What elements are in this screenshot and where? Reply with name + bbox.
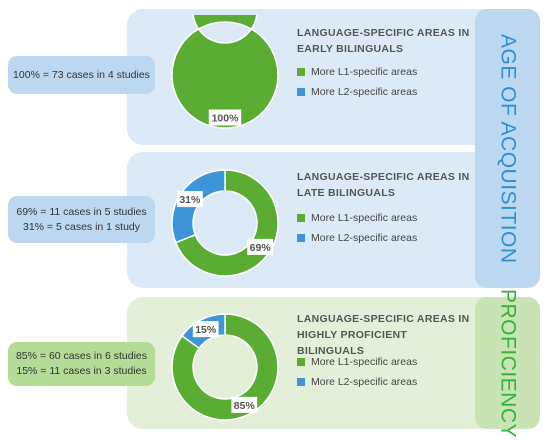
note-line: 100% = 73 cases in 4 studies [13,68,150,81]
note-line: 15% = 11 cases in 3 studies [16,365,147,377]
data-label: 15% [195,324,217,336]
proficient-legend: More L1-specific areas More L2-specific … [297,352,417,392]
proficiency-label: PROFICIENCY [496,288,520,438]
legend-item-l1: More L1-specific areas [297,352,417,372]
legend-item-l2: More L2-specific areas [297,372,417,392]
late-chart-title: LANGUAGE-SPECIFIC AREAS IN LATE BILINGUA… [297,169,472,201]
early-legend: More L1-specific areas More L2-specific … [297,62,417,102]
title-line: LANGUAGE-SPECIFIC AREAS IN [297,171,470,183]
data-label-box [208,109,242,126]
early-bilinguals-donut: 100% [171,15,279,129]
legend-item-l2: More L2-specific areas [297,228,417,248]
proficiency-bar: PROFICIENCY [475,289,540,438]
legend-label: More L1-specific areas [311,356,418,368]
note-line: 31% = 5 cases in 1 study [22,220,141,233]
l2-swatch [297,234,305,242]
title-line: EARLY BILINGUALS [297,43,404,55]
l1-swatch [297,214,305,222]
l2-slice [171,169,226,244]
data-label: 100% [212,113,240,125]
late-cases-note: 69% = 11 cases in 5 studies 31% = 5 case… [8,196,155,243]
legend-item-l1: More L1-specific areas [297,62,417,82]
proficient-cases-note: 85% = 60 cases in 6 studies 15% = 11 cas… [8,342,155,386]
data-label-box [176,191,203,208]
legend-label: More L2-specific areas [311,232,418,244]
legend-item-l2: More L2-specific areas [297,82,417,102]
late-legend: More L1-specific areas More L2-specific … [297,208,417,248]
legend-label: More L2-specific areas [311,86,418,98]
l2-swatch [297,88,305,96]
proficient-bilinguals-donut: 85% 15% [171,313,279,421]
proficient-chart-title: LANGUAGE-SPECIFIC AREAS IN HIGHLY PROFIC… [297,311,472,359]
age-of-acquisition-label: AGE OF ACQUISITION [496,33,520,264]
note-line: 69% = 11 cases in 5 studies [16,205,147,218]
title-line: HIGHLY PROFICIENT BILINGUALS [297,329,408,357]
data-label: 69% [250,242,272,254]
note-line: 85% = 60 cases in 6 studies [15,350,148,362]
data-label-box [231,396,258,413]
legend-item-l1: More L1-specific areas [297,208,417,228]
l1-slice [171,15,279,129]
l1-swatch [297,358,305,366]
legend-label: More L1-specific areas [311,212,418,224]
title-line: LANGUAGE-SPECIFIC AREAS IN [297,27,470,39]
data-label: 31% [179,194,201,206]
l1-swatch [297,68,305,76]
data-label-box [192,321,219,338]
legend-label: More L2-specific areas [311,376,418,388]
title-line: LANGUAGE-SPECIFIC AREAS IN [297,313,470,325]
age-of-acquisition-bar: AGE OF ACQUISITION [475,9,540,288]
l2-swatch [297,378,305,386]
data-label-box [247,238,274,255]
l1-slice [171,313,279,421]
late-bilinguals-donut: 69% 31% [171,169,279,277]
early-chart-title: LANGUAGE-SPECIFIC AREAS IN EARLY BILINGU… [297,25,472,57]
data-label: 85% [234,400,256,412]
title-line: LATE BILINGUALS [297,187,396,199]
legend-label: More L1-specific areas [311,66,418,78]
early-cases-note: 100% = 73 cases in 4 studies [8,56,155,94]
